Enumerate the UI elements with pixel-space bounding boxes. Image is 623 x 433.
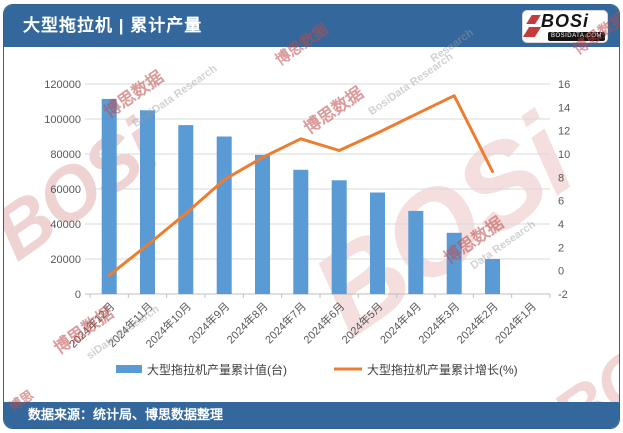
- y-axis-label-right: 10: [558, 149, 570, 161]
- logo-text: BOSi: [540, 11, 589, 31]
- data-source-text: 数据来源：统计局、博思数据整理: [28, 407, 224, 422]
- bar: [485, 259, 500, 294]
- bosi-logo: BOSi BOSIDATA.COM: [522, 10, 608, 43]
- y-axis-label-right: 14: [558, 102, 570, 114]
- y-axis-label-right: 4: [558, 219, 564, 231]
- y-axis-label-right: 6: [558, 196, 564, 208]
- y-axis-label-left: 20000: [50, 254, 81, 266]
- legend-swatch-bar: [116, 365, 142, 373]
- bar: [408, 210, 424, 294]
- y-axis-label-right: 12: [558, 126, 570, 138]
- bar: [101, 98, 117, 295]
- bar: [370, 192, 385, 294]
- y-axis-label-left: 60000: [50, 184, 81, 196]
- bar: [255, 154, 270, 294]
- header-bar: 大型拖拉机 | 累计产量: [4, 5, 619, 47]
- trend-line: [107, 94, 494, 277]
- legend-label-line: 大型拖拉机产量累计增长(%): [367, 362, 518, 377]
- y-axis-label-right: 8: [558, 172, 564, 184]
- bar: [446, 232, 462, 295]
- y-axis-label-right: 16: [558, 79, 570, 91]
- bar: [331, 180, 347, 295]
- y-axis-label-left: 100000: [44, 114, 81, 126]
- y-axis-label-right: -2: [558, 289, 568, 301]
- logo-subtext: BOSIDATA.COM: [548, 32, 605, 41]
- y-axis-label-left: 0: [75, 289, 81, 301]
- bar: [293, 169, 309, 295]
- y-axis-label-right: 2: [558, 242, 564, 254]
- combo-chart: 0 20000 40000 60000 80000 100000 120000 -2 0 2 4 6 8…: [44, 79, 570, 377]
- bar: [216, 136, 232, 294]
- report-card: BOSi BOSi BOSi 0 20000 40000 60000 80000 100000…: [3, 4, 620, 429]
- y-axis-label-left: 40000: [50, 219, 81, 231]
- x-axis-label: 2024年1月: [492, 299, 539, 346]
- legend-label-bar: 大型拖拉机产量累计值(台): [147, 362, 287, 377]
- footer-bar: 数据来源：统计局、博思数据整理: [4, 402, 619, 428]
- page-title: 大型拖拉机 | 累计产量: [23, 16, 203, 35]
- y-axis-label-left: 120000: [44, 79, 81, 91]
- bar: [178, 125, 194, 294]
- y-axis-label-right: 0: [558, 266, 564, 278]
- bar: [140, 110, 155, 295]
- y-axis-label-left: 80000: [50, 149, 81, 161]
